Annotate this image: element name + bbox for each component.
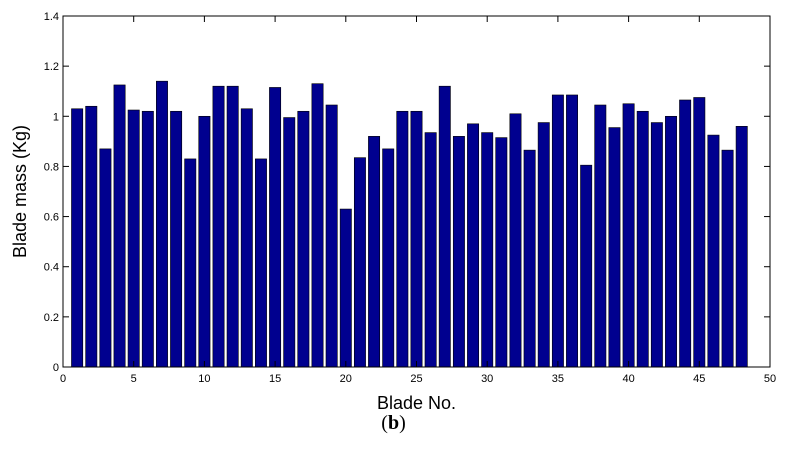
bar-blade-43	[665, 115, 677, 368]
bar-blade-46	[707, 134, 720, 368]
bar-blade-32	[509, 113, 522, 368]
bar-blade-6	[141, 110, 154, 368]
bar-blade-14	[255, 158, 267, 368]
y-tick-label: 0.4	[44, 262, 59, 274]
bar-blade-19	[325, 104, 338, 368]
y-tick-label: 1.2	[44, 61, 59, 73]
bar-blade-31	[495, 137, 508, 368]
bar-blade-4	[113, 84, 126, 368]
bar-blade-18	[311, 83, 324, 368]
bar-blade-23	[382, 148, 395, 368]
x-tick-label: 30	[481, 373, 493, 385]
y-tick-label: 1.4	[44, 11, 59, 23]
bar-blade-13	[240, 108, 253, 368]
ticks-group: 0 5 10 15 20 25 30 35 40 45 50 0 0.2 0.4 0.6 0.8 1 1.2 1.4	[44, 11, 776, 385]
x-tick-label: 15	[269, 373, 281, 385]
bar-blade-27	[438, 85, 451, 368]
bar-blade-33	[523, 149, 536, 368]
x-tick-label: 50	[764, 373, 776, 385]
bar-blade-17	[297, 110, 310, 368]
bar-blade-1	[71, 108, 84, 368]
bar-blade-16	[283, 117, 296, 368]
bar-blade-29	[467, 123, 480, 368]
bar-blade-21	[353, 157, 366, 368]
bar-blade-28	[452, 136, 465, 368]
bar-blade-40	[622, 103, 635, 368]
bar-blade-26	[424, 132, 437, 368]
bar-blade-47	[721, 149, 734, 368]
bar-blade-48	[735, 126, 748, 368]
x-tick-label: 0	[60, 373, 66, 385]
bar-blade-7	[156, 80, 168, 368]
bar-blade-39	[608, 127, 621, 368]
x-tick-label: 20	[340, 373, 352, 385]
caption-open-paren: (	[381, 412, 388, 434]
bar-blade-2	[85, 105, 98, 368]
bar-blade-35	[551, 94, 564, 368]
x-tick-label: 45	[693, 373, 705, 385]
y-tick-label: 1	[53, 111, 59, 123]
bar-blade-25	[410, 110, 423, 368]
bar-blade-30	[481, 132, 494, 368]
bar-blade-5	[127, 109, 140, 368]
bar-blade-34	[537, 122, 550, 368]
x-axis-label: Blade No.	[377, 393, 456, 412]
bar-chart: 0 5 10 15 20 25 30 35 40 45 50 0 0.2 0.4 0.6 0.8 1 1.2 1.4…	[10, 11, 776, 412]
bar-blade-11	[212, 85, 225, 368]
bar-blade-10	[198, 115, 211, 368]
caption-close-paren: )	[399, 412, 406, 434]
bar-blade-37	[580, 164, 593, 368]
caption-letter: b	[387, 412, 400, 434]
bar-blade-41	[636, 110, 649, 368]
x-tick-label: 5	[131, 373, 137, 385]
x-tick-label: 40	[622, 373, 634, 385]
x-tick-label: 35	[552, 373, 564, 385]
figure-caption: (b)	[0, 412, 787, 435]
bar-blade-20	[339, 208, 352, 368]
y-tick-label: 0.6	[44, 212, 59, 224]
y-tick-label: 0.8	[44, 161, 59, 173]
bar-blade-38	[594, 104, 607, 368]
bar-blade-9	[184, 158, 197, 368]
bar-blade-24	[396, 110, 409, 368]
bar-blade-36	[566, 94, 578, 368]
bar-blade-8	[170, 110, 183, 368]
bar-blade-15	[269, 87, 282, 368]
x-tick-label: 10	[198, 373, 210, 385]
y-tick-label: 0	[53, 362, 59, 374]
bar-blade-12	[226, 85, 239, 368]
y-axis-label: Blade mass (Kg)	[10, 125, 30, 258]
bar-blade-22	[368, 136, 381, 368]
bar-blade-3	[99, 148, 112, 368]
bar-blade-42	[650, 122, 663, 368]
bar-blade-44	[679, 99, 692, 368]
x-tick-label: 25	[410, 373, 422, 385]
y-tick-label: 0.2	[44, 312, 59, 324]
bar-blade-45	[693, 97, 706, 368]
